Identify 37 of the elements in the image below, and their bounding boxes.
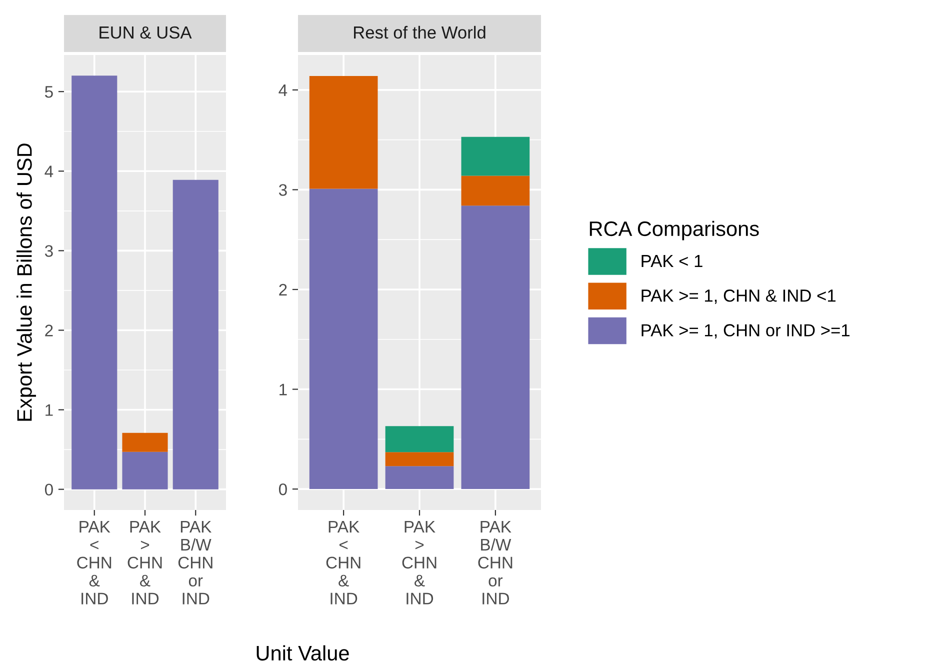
y-tick-label: 3 (278, 184, 287, 196)
bar (309, 76, 378, 189)
y-tick-label: 2 (45, 324, 53, 336)
y-tick-label: 4 (278, 84, 288, 96)
x-axis-title: Unit Value (256, 645, 349, 661)
bar (122, 452, 168, 490)
y-tick-label: 2 (279, 284, 287, 296)
bar (122, 432, 168, 452)
bar (385, 452, 454, 466)
legend-label: PAK >= 1, CHN & IND <1 (642, 290, 836, 304)
bar (461, 136, 530, 176)
y-axis-title: Export Value in Billons of USD (16, 144, 36, 421)
chart-title: Rest of the World (354, 26, 486, 39)
bar (309, 188, 378, 490)
legend-label: PAK >= 1, CHN or IND >=1 (642, 324, 850, 338)
bar (172, 180, 218, 490)
bar (385, 466, 454, 490)
bar (461, 176, 530, 206)
x-tick-label: PAK B/W CHN or IND (478, 521, 512, 604)
x-tick-label: PAK > CHN & IND (128, 521, 162, 604)
y-tick-label: 1 (46, 404, 53, 416)
y-tick-label: 0 (278, 483, 287, 496)
y-tick-label: 0 (44, 484, 53, 496)
chart-title: EUN & USA (100, 26, 192, 39)
bar (461, 206, 530, 490)
y-tick-label: 4 (44, 166, 54, 178)
y-tick-label: 3 (44, 245, 53, 257)
legend-title: RCA Comparisons (590, 220, 759, 240)
x-tick-label: PAK < CHN & IND (326, 521, 360, 604)
x-tick-label: PAK B/W CHN or IND (178, 521, 212, 604)
y-tick-label: 5 (44, 86, 53, 98)
legend-label: PAK < 1 (642, 255, 702, 267)
bar (72, 76, 118, 490)
x-tick-label: PAK < CHN & IND (77, 521, 112, 604)
bar (385, 426, 454, 452)
y-tick-label: 1 (280, 384, 287, 396)
x-tick-label: PAK > CHN & IND (402, 521, 436, 604)
